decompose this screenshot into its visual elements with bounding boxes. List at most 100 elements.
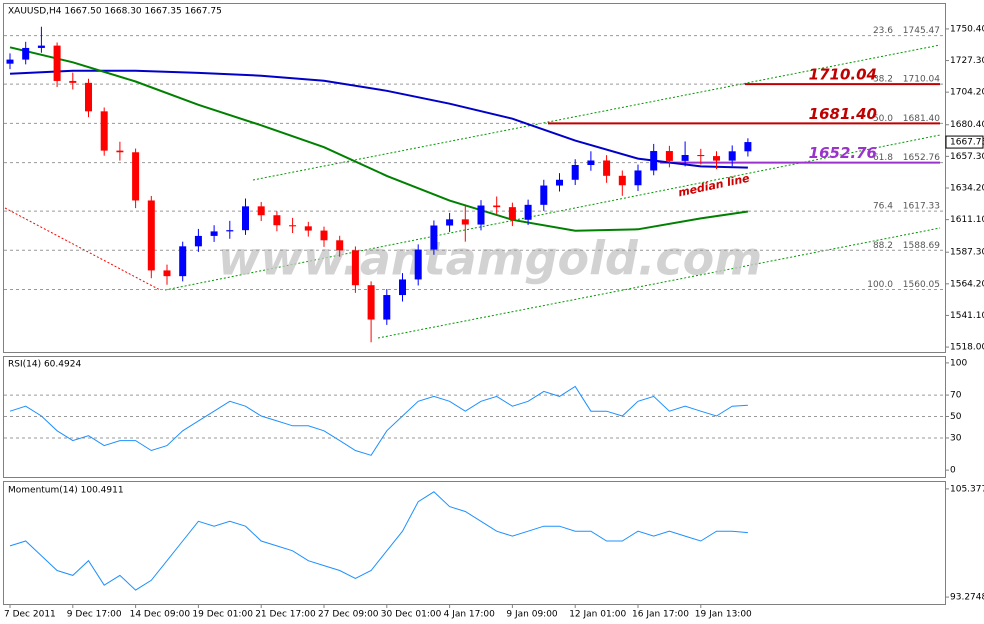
candle-body: [493, 205, 501, 208]
y-tick-label: 105.3776: [950, 484, 984, 494]
y-tick-label: 1587.30: [950, 248, 984, 258]
candle-body: [336, 240, 344, 251]
candle-body: [53, 45, 61, 81]
candle-body: [85, 82, 92, 112]
fib-price-label: 1588.69: [903, 241, 940, 251]
watermark: www.antamgold.com: [218, 232, 762, 286]
candle-body: [116, 150, 124, 153]
fib-level-label: 88.2: [873, 241, 893, 251]
candle-body: [571, 164, 579, 180]
fib-price-label: 1745.47: [903, 26, 940, 36]
candle-body: [634, 170, 642, 186]
candle-body: [242, 206, 249, 231]
x-tick-label: 12 Jan 01:00: [569, 610, 626, 620]
price-level-label: 1681.40: [809, 105, 877, 123]
pivot-line: [4, 207, 161, 291]
current-price-box: [945, 135, 984, 149]
y-tick-label: 0: [950, 466, 956, 476]
candle-body: [399, 279, 406, 296]
rsi-title: RSI(14) 60.4924: [8, 360, 81, 370]
candle-body: [728, 151, 736, 161]
candle-body: [37, 45, 45, 48]
x-tick-label: 4 Jan 17:00: [444, 610, 496, 620]
fib-level-label: 38.2: [873, 75, 893, 85]
candle-body: [430, 225, 438, 250]
candle-body: [477, 205, 485, 225]
trend-lines: [4, 44, 941, 339]
x-tick-label: 27 Dec 09:00: [318, 610, 379, 620]
candle-body: [147, 200, 155, 271]
candle-body: [524, 204, 532, 220]
candle-body: [6, 59, 14, 64]
fib-price-label: 1710.04: [903, 75, 940, 85]
fib-level-label: 100.0: [867, 280, 893, 290]
candle-body: [194, 235, 202, 247]
x-tick-label: 14 Dec 09:00: [130, 610, 191, 620]
x-tick-label: 19 Dec 01:00: [192, 610, 253, 620]
candle-body: [226, 230, 234, 232]
moving-average: [9, 69, 748, 169]
y-tick-label: 1704.20: [950, 88, 984, 98]
fib-price-label: 1652.76: [903, 153, 940, 163]
momentum-pane: [3, 481, 946, 605]
price-level-label: 1652.76: [809, 144, 877, 162]
candle-body: [414, 249, 422, 280]
x-tick-label: 30 Dec 01:00: [381, 610, 442, 620]
fib-level-label: 76.4: [873, 202, 893, 212]
candle-body: [289, 225, 297, 227]
candle-body: [22, 47, 30, 60]
price-pane: [3, 3, 946, 353]
y-tick-label: 1541.10: [950, 311, 984, 321]
candle-body: [713, 156, 720, 161]
candle-body: [508, 207, 516, 220]
fib-price-label: 1617.33: [903, 202, 940, 212]
candle-body: [179, 246, 187, 277]
y-tick-label: 1657.30: [950, 152, 984, 162]
candle-body: [446, 219, 454, 226]
y-tick-label: 1564.20: [950, 279, 984, 289]
x-tick-label: 9 Jan 09:00: [506, 610, 558, 620]
candle-body: [461, 219, 469, 225]
fib-price-label: 1560.05: [903, 280, 940, 290]
candle-body: [69, 80, 77, 83]
candle-body: [665, 151, 673, 161]
candle-body: [273, 215, 281, 226]
y-tick-label: 50: [950, 412, 962, 422]
fib-level-label: 50.0: [873, 114, 893, 124]
y-tick-label: 100: [950, 358, 967, 368]
current-price-label: 1667.75: [950, 138, 984, 148]
candle-body: [383, 295, 391, 320]
y-tick-label: 70: [950, 391, 962, 401]
fib-level-label: 23.6: [873, 26, 893, 36]
y-tick-label: 1611.10: [950, 215, 984, 225]
y-tick-label: 30: [950, 433, 962, 443]
x-tick-label: 7 Dec 2011: [4, 610, 56, 620]
indicator-line: [9, 385, 748, 456]
y-tick-label: 1750.40: [950, 24, 984, 34]
y-tick-label: 1518.00: [950, 343, 984, 353]
candle-body: [304, 226, 312, 231]
candle-body: [744, 142, 752, 152]
candle-body: [587, 160, 595, 165]
chart-title: XAUUSD,H4 1667.50 1668.30 1667.35 1667.7…: [8, 7, 222, 17]
candle-body: [163, 270, 171, 277]
candle-body: [697, 155, 705, 157]
x-tick-label: 16 Jan 17:00: [632, 610, 689, 620]
candle-body: [100, 111, 108, 151]
channel-lower: [377, 227, 941, 339]
price-level-label: 1710.04: [809, 66, 877, 84]
candle-body: [320, 230, 328, 241]
candle-body: [257, 206, 265, 216]
x-tick-label: 9 Dec 17:00: [67, 610, 122, 620]
candle-body: [351, 250, 359, 286]
candle-body: [681, 155, 689, 161]
fib-price-label: 1681.40: [903, 114, 940, 124]
candle-body: [132, 152, 140, 201]
indicator-line: [9, 491, 748, 591]
momentum-title: Momentum(14) 100.4911: [8, 486, 124, 496]
y-tick-label: 1727.30: [950, 56, 984, 66]
candle-body: [556, 179, 563, 186]
candle-body: [540, 185, 548, 205]
candle-body: [603, 160, 611, 176]
